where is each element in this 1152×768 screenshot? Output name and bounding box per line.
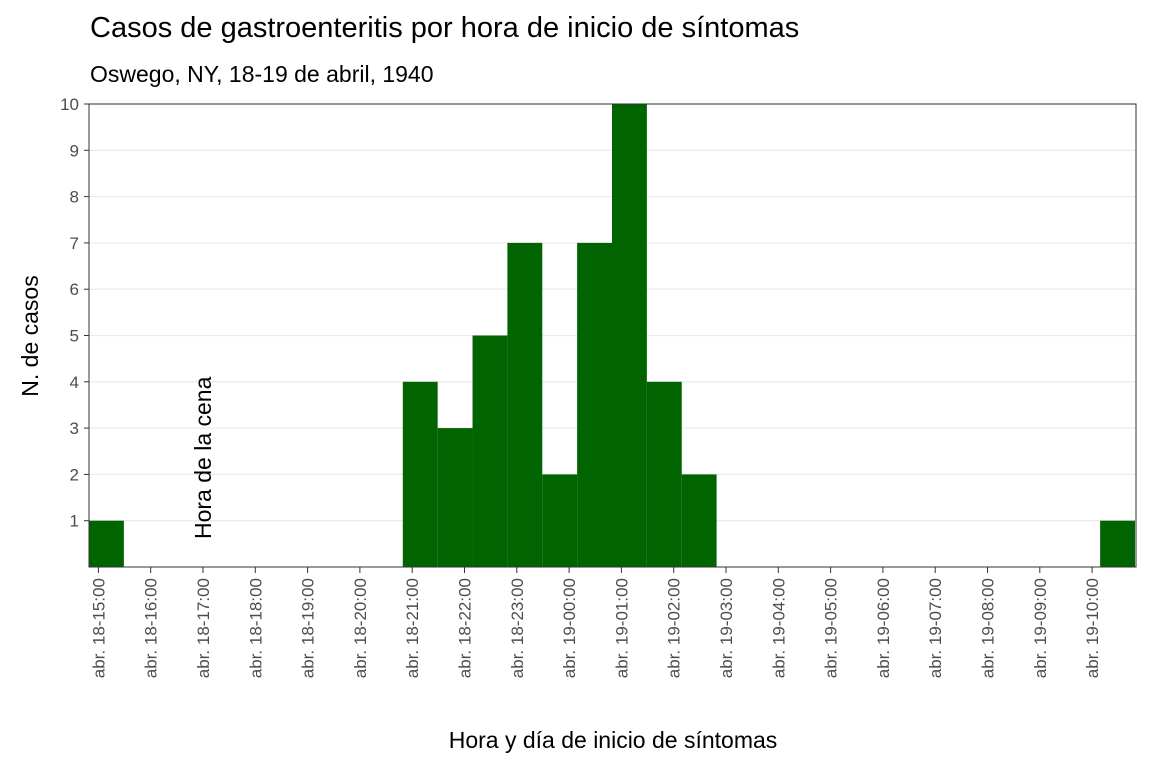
y-axis-title: N. de casos bbox=[17, 275, 43, 396]
x-tick-label: abr. 18-22:00 bbox=[456, 578, 475, 678]
histogram-bar bbox=[507, 242, 543, 567]
histogram-bar bbox=[646, 381, 682, 567]
x-tick-label: abr. 19-05:00 bbox=[822, 578, 841, 678]
histogram-bar bbox=[472, 335, 508, 567]
x-tick-label: abr. 19-06:00 bbox=[874, 578, 893, 678]
histogram-bar bbox=[542, 474, 578, 567]
chart-title: Casos de gastroenteritis por hora de ini… bbox=[90, 12, 800, 44]
y-tick-label: 8 bbox=[70, 188, 79, 207]
histogram-bar bbox=[612, 104, 647, 567]
x-tick-label: abr. 18-18:00 bbox=[246, 578, 265, 678]
x-tick-label: abr. 18-23:00 bbox=[508, 578, 527, 678]
x-tick-label: abr. 19-03:00 bbox=[717, 578, 736, 678]
histogram-bar bbox=[402, 381, 438, 567]
x-tick-label: abr. 18-20:00 bbox=[351, 578, 370, 678]
x-tick-label: abr. 19-01:00 bbox=[612, 578, 631, 678]
y-tick-label: 10 bbox=[60, 95, 79, 114]
x-tick-label: abr. 18-16:00 bbox=[142, 578, 161, 678]
y-tick-label: 6 bbox=[70, 280, 79, 299]
x-tick-label: abr. 18-15:00 bbox=[89, 578, 108, 678]
histogram-bar bbox=[577, 242, 612, 567]
x-tick-label: abr. 19-07:00 bbox=[926, 578, 945, 678]
x-tick-label: abr. 19-09:00 bbox=[1031, 578, 1050, 678]
chart-subtitle: Oswego, NY, 18-19 de abril, 1940 bbox=[90, 61, 434, 87]
x-tick-label: abr. 19-10:00 bbox=[1083, 578, 1102, 678]
y-tick-label: 9 bbox=[70, 141, 79, 160]
histogram-bar bbox=[1100, 520, 1135, 567]
x-tick-label: abr. 19-02:00 bbox=[665, 578, 684, 678]
y-tick-label: 4 bbox=[70, 373, 79, 392]
histogram-bar bbox=[89, 520, 124, 567]
x-tick-label: abr. 18-19:00 bbox=[299, 578, 318, 678]
x-tick-label: abr. 19-00:00 bbox=[560, 578, 579, 678]
x-axis: abr. 18-15:00 abr. 18-16:00 abr. 18-17:00 a… bbox=[89, 567, 1102, 678]
y-tick-label: 1 bbox=[70, 512, 79, 531]
x-tick-label: abr. 19-08:00 bbox=[979, 578, 998, 678]
y-axis: 1 2 3 4 5 6 7 8 9 10 bbox=[60, 95, 89, 531]
y-tick-label: 5 bbox=[70, 327, 79, 346]
y-tick-label: 3 bbox=[70, 419, 79, 438]
y-tick-label: 2 bbox=[70, 465, 79, 484]
x-tick-label: abr. 18-21:00 bbox=[403, 578, 422, 678]
annotation-dinner-time: Hora de la cena bbox=[190, 376, 216, 539]
y-tick-label: 7 bbox=[70, 234, 79, 253]
x-tick-label: abr. 18-17:00 bbox=[194, 578, 213, 678]
x-axis-title: Hora y día de inicio de síntomas bbox=[449, 727, 778, 753]
histogram-bars bbox=[89, 104, 1135, 567]
histogram-bar bbox=[437, 428, 473, 567]
histogram-bar bbox=[681, 474, 717, 567]
x-tick-label: abr. 19-04:00 bbox=[769, 578, 788, 678]
